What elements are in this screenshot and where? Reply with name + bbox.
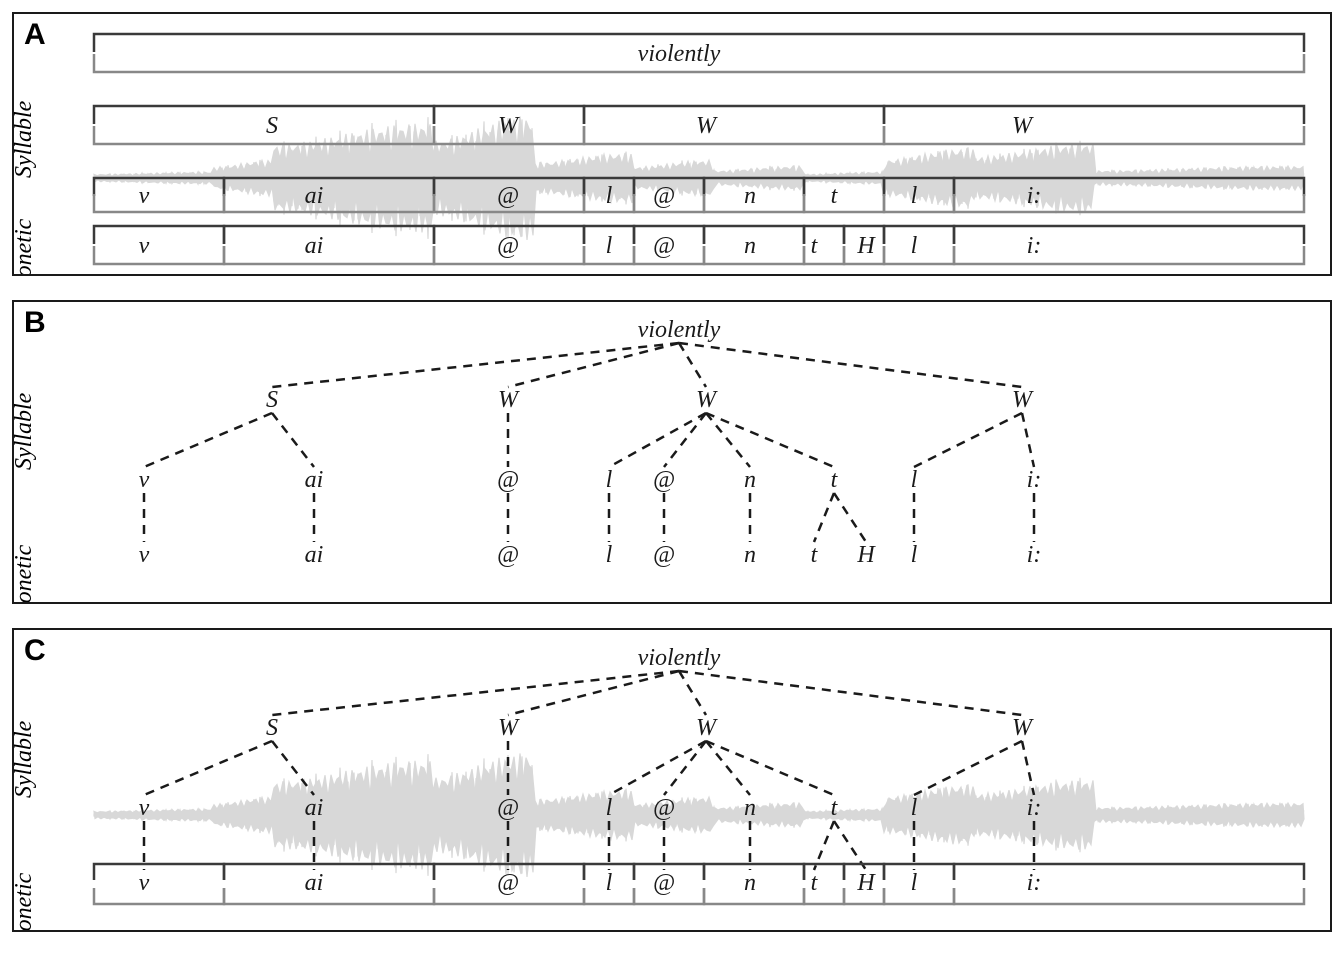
- svg-text:@: @: [497, 183, 519, 209]
- panel-a-svg: violentlySWWWvai@l@ntli:vai@l@ntHli:: [14, 14, 1330, 274]
- svg-text:W: W: [498, 715, 520, 741]
- svg-text:v: v: [139, 542, 150, 568]
- panel-a: A Syllable Phonetic Word Phoneme violent…: [12, 12, 1332, 276]
- svg-text:i:: i:: [1027, 183, 1042, 209]
- svg-text:l: l: [606, 233, 613, 259]
- svg-text:n: n: [744, 795, 756, 821]
- svg-text:violently: violently: [638, 645, 721, 671]
- svg-text:ai: ai: [305, 233, 324, 259]
- svg-text:l: l: [606, 467, 613, 493]
- svg-text:@: @: [497, 870, 519, 896]
- svg-text:S: S: [266, 715, 278, 741]
- svg-text:i:: i:: [1027, 542, 1042, 568]
- svg-text:t: t: [831, 183, 839, 209]
- svg-text:@: @: [497, 795, 519, 821]
- svg-text:l: l: [606, 542, 613, 568]
- panel-c-svg: violentlySWWWvai@l@ntli:vai@l@ntHli:: [14, 630, 1330, 930]
- svg-text:W: W: [696, 715, 718, 741]
- svg-text:n: n: [744, 233, 756, 259]
- svg-text:l: l: [911, 795, 918, 821]
- svg-text:n: n: [744, 467, 756, 493]
- svg-text:ai: ai: [305, 183, 324, 209]
- svg-text:@: @: [497, 233, 519, 259]
- svg-text:l: l: [911, 467, 918, 493]
- svg-text:@: @: [497, 542, 519, 568]
- svg-text:W: W: [696, 387, 718, 413]
- svg-text:ai: ai: [305, 542, 324, 568]
- svg-text:@: @: [653, 795, 675, 821]
- svg-text:S: S: [266, 113, 278, 139]
- svg-text:t: t: [811, 870, 819, 896]
- svg-text:t: t: [831, 467, 839, 493]
- svg-text:W: W: [498, 113, 520, 139]
- svg-text:violently: violently: [638, 317, 721, 343]
- svg-text:H: H: [856, 233, 876, 259]
- svg-text:n: n: [744, 542, 756, 568]
- svg-text:v: v: [139, 183, 150, 209]
- svg-text:W: W: [1012, 113, 1034, 139]
- svg-text:v: v: [139, 233, 150, 259]
- svg-text:W: W: [696, 113, 718, 139]
- svg-text:n: n: [744, 870, 756, 896]
- panel-b-svg: violently S W W Wv ai @ l @ n t l i: v ai @ l @ n t Hl i:: [14, 302, 1330, 602]
- svg-text:t: t: [811, 542, 819, 568]
- svg-text:i:: i:: [1027, 795, 1042, 821]
- svg-text:S: S: [266, 387, 278, 413]
- svg-text:ai: ai: [305, 795, 324, 821]
- svg-text:l: l: [911, 183, 918, 209]
- svg-text:ai: ai: [305, 870, 324, 896]
- svg-text:@: @: [497, 467, 519, 493]
- svg-text:violently: violently: [638, 41, 721, 67]
- svg-text:@: @: [653, 233, 675, 259]
- svg-text:l: l: [911, 870, 918, 896]
- svg-text:W: W: [498, 387, 520, 413]
- svg-text:@: @: [653, 542, 675, 568]
- svg-text:l: l: [606, 183, 613, 209]
- svg-text:@: @: [653, 183, 675, 209]
- svg-text:ai: ai: [305, 467, 324, 493]
- svg-text:v: v: [139, 467, 150, 493]
- svg-text:t: t: [811, 233, 819, 259]
- svg-text:l: l: [606, 870, 613, 896]
- svg-text:W: W: [1012, 715, 1034, 741]
- panel-c: C Syllable Phonetic Word Phoneme violent…: [12, 628, 1332, 932]
- svg-text:n: n: [744, 183, 756, 209]
- svg-text:i:: i:: [1027, 233, 1042, 259]
- svg-text:@: @: [653, 467, 675, 493]
- svg-text:W: W: [1012, 387, 1034, 413]
- svg-text:l: l: [911, 233, 918, 259]
- panel-b: B Syllable Phonetic Word Phoneme violent…: [12, 300, 1332, 604]
- svg-text:@: @: [653, 870, 675, 896]
- svg-text:i:: i:: [1027, 870, 1042, 896]
- svg-text:i:: i:: [1027, 467, 1042, 493]
- svg-text:v: v: [139, 795, 150, 821]
- svg-text:l: l: [606, 795, 613, 821]
- svg-text:l: l: [911, 542, 918, 568]
- svg-text:v: v: [139, 870, 150, 896]
- svg-text:H: H: [856, 542, 876, 568]
- svg-text:H: H: [856, 870, 876, 896]
